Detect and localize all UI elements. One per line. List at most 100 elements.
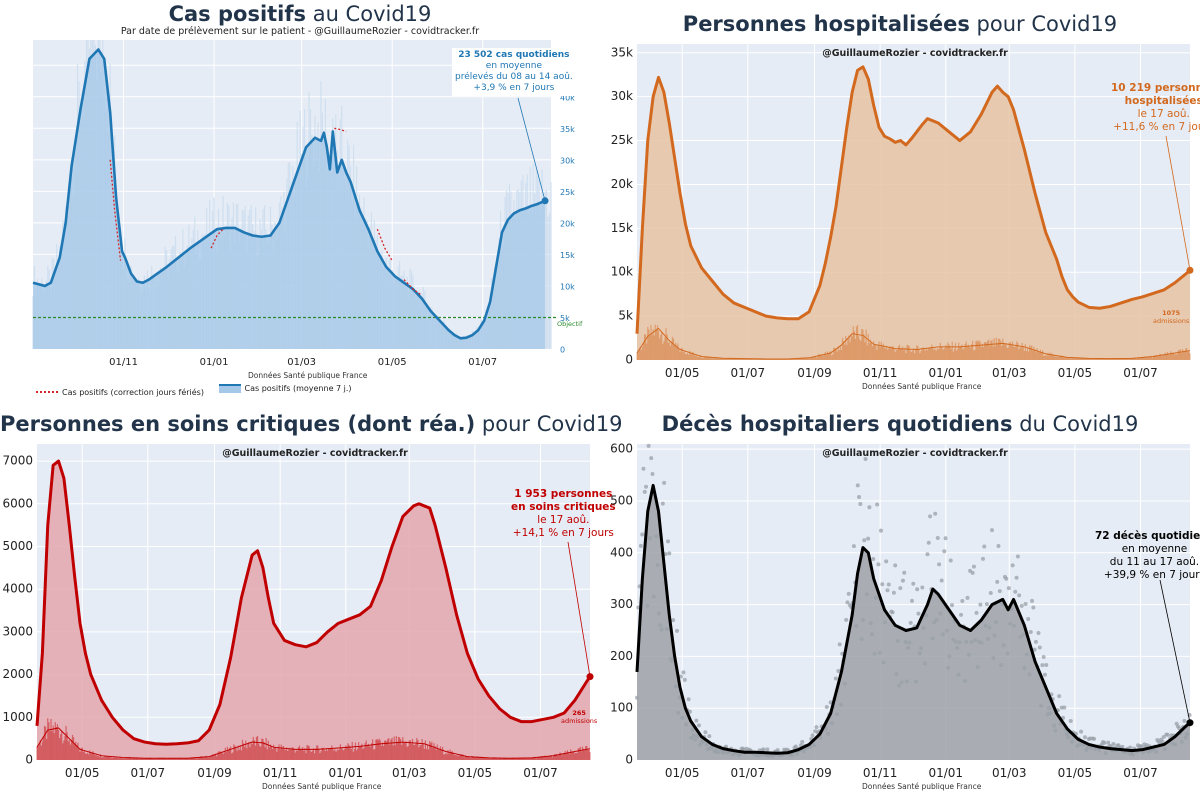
x-tick-label: 01/07: [731, 766, 766, 780]
admission-bar: [344, 748, 346, 760]
daily-death-point: [655, 563, 660, 568]
admission-bar: [721, 358, 723, 360]
admission-bar: [1148, 356, 1150, 360]
admission-bar: [175, 757, 177, 760]
admission-bar: [452, 753, 454, 760]
admission-bar: [1117, 358, 1119, 360]
admission-bar: [245, 740, 247, 760]
admission-bar: [473, 757, 475, 760]
daily-death-point: [829, 721, 834, 726]
admission-bar: [802, 358, 804, 360]
admission-bar: [853, 331, 855, 360]
admission-bar: [827, 353, 830, 360]
daily-death-point: [947, 654, 952, 659]
daily-death-point: [673, 684, 678, 689]
admissions-line: [36, 727, 591, 759]
daily-death-point: [689, 735, 694, 740]
admission-bar: [51, 730, 53, 760]
admission-bar: [1140, 356, 1143, 360]
daily-death-point: [957, 640, 962, 645]
x-tick-label: 01/11: [863, 766, 898, 780]
daily-bar: [548, 212, 551, 349]
admission-bar: [813, 356, 816, 360]
daily-death-point: [1048, 711, 1053, 716]
admission-bar: [131, 758, 133, 760]
admission-bar: [989, 345, 991, 360]
daily-death-point: [662, 480, 667, 485]
admission-bar: [357, 748, 359, 760]
admission-bar: [405, 741, 407, 760]
admission-bar: [1168, 354, 1171, 360]
y-tick-label: 15k: [560, 251, 575, 260]
admission-bar: [500, 757, 502, 760]
daily-death-point: [946, 665, 951, 670]
admission-bar: [905, 353, 907, 360]
admission-bar: [992, 346, 994, 360]
admission-bar: [839, 345, 841, 360]
admission-bar: [67, 741, 69, 760]
admission-bar: [420, 745, 422, 760]
admission-bar: [259, 745, 261, 760]
admission-bar: [717, 358, 719, 360]
admission-bar: [926, 350, 929, 360]
admission-bar: [1072, 356, 1074, 360]
admission-bar: [575, 752, 577, 760]
admission-bar: [945, 344, 947, 360]
daily-death-point: [1027, 672, 1032, 677]
daily-death-point: [937, 562, 942, 567]
admission-bar: [483, 757, 486, 760]
daily-death-point: [1057, 694, 1062, 699]
admission-bar: [214, 753, 217, 760]
admission-bar: [978, 340, 980, 360]
admission-bar: [237, 745, 239, 760]
daily-bar: [550, 182, 552, 349]
daily-death-point: [868, 621, 873, 626]
source-label: Données Santé publique France: [862, 382, 982, 391]
admission-bar: [68, 740, 70, 760]
admission-bar: [672, 338, 675, 360]
daily-death-point: [700, 739, 705, 744]
admission-bar: [506, 758, 508, 760]
daily-death-point: [920, 585, 925, 590]
daily-death-point: [693, 737, 698, 742]
daily-death-point: [1173, 742, 1178, 747]
admission-bar: [1121, 358, 1123, 360]
daily-death-point: [939, 578, 944, 583]
admission-bar: [678, 349, 680, 360]
daily-death-point: [761, 747, 766, 752]
admission-bar: [1076, 357, 1078, 360]
admission-bar: [983, 342, 986, 360]
admission-bar: [289, 747, 291, 760]
admission-bar: [451, 751, 453, 760]
admission-bar: [933, 349, 935, 360]
admission-bar: [82, 751, 84, 760]
daily-death-point: [916, 611, 921, 616]
admission-bar: [1181, 348, 1184, 360]
admission-bar: [335, 751, 337, 760]
admission-bar: [1166, 352, 1169, 360]
admission-bar: [707, 357, 709, 360]
daily-death-point: [1068, 719, 1073, 724]
admission-bar: [968, 346, 971, 360]
admission-bar: [1147, 357, 1149, 360]
daily-death-point: [656, 611, 661, 616]
admission-bar: [173, 758, 175, 760]
admission-bar: [163, 757, 165, 760]
annotation-line-4: +14,1 % en 7 jours: [512, 527, 614, 539]
chart-icu: 0 1000 2000 3000 4000 5000 6000 7000 01/05 01/07 0…: [2, 444, 594, 780]
admission-bar: [820, 355, 822, 360]
admission-bar: [840, 349, 843, 360]
admission-bar: [1079, 357, 1081, 360]
admission-bar: [671, 336, 674, 360]
admission-bar: [236, 750, 238, 760]
daily-death-point: [1053, 728, 1058, 733]
admission-bar: [352, 751, 354, 760]
daily-death-point: [886, 582, 891, 587]
admission-bar: [1113, 358, 1115, 360]
admission-bar: [369, 746, 372, 760]
admission-bar: [45, 726, 47, 760]
title-bold: Décès hospitaliers quotidiens: [661, 412, 1013, 436]
daily-death-point: [1183, 735, 1188, 740]
admission-bar: [488, 757, 490, 760]
admission-bar: [119, 756, 121, 760]
